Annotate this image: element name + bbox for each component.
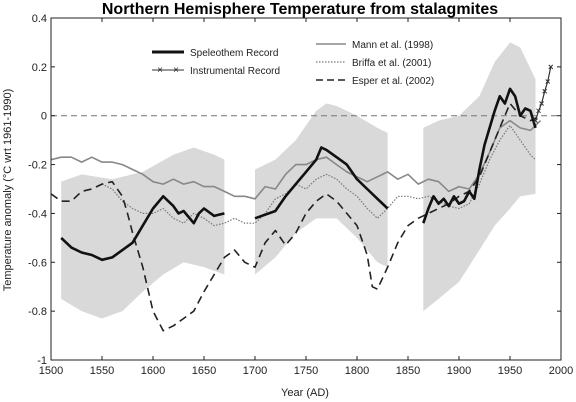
series-line-mann-et-al-1998-3 xyxy=(50,119,542,200)
y-tick-label-2: 0 xyxy=(41,111,47,123)
legend-label-briffa: Briffa et al. (2001) xyxy=(352,58,431,69)
x-tick-label-1800: 1800 xyxy=(345,365,369,377)
instrumental-marker-2 xyxy=(539,101,544,106)
x-tick-label-1700: 1700 xyxy=(243,365,267,377)
legend-marker-instrumental-1: × xyxy=(157,65,163,76)
y-axis-label: Temperature anomaly (°C wrt 1961-1990) xyxy=(2,89,14,292)
x-tick-label-1550: 1550 xyxy=(90,365,114,377)
series-line-instrumental-record-6 xyxy=(534,66,552,121)
instrumental-marker-4 xyxy=(545,79,551,84)
uncertainty-band-1 xyxy=(61,147,225,319)
legend-label-speleothem: Speleothem Record xyxy=(190,48,278,59)
x-tick-label-1500: 1500 xyxy=(39,365,63,377)
instrumental-marker-3 xyxy=(542,88,548,94)
y-tick-label-7: -1 xyxy=(37,355,47,367)
legend-right: Mann et al. (1998) Briffa et al. (2001) … xyxy=(316,40,434,87)
x-axis-ticks: 1500 1550 1600 1650 1700 1750 1800 1850 1900 1950… xyxy=(39,18,573,377)
legend-label-instrumental: Instrumental Record xyxy=(190,66,280,77)
y-tick-label-3: -0.2 xyxy=(28,160,47,172)
series-line-speleothem-record-0 xyxy=(60,195,225,262)
y-tick-label-0: 0.4 xyxy=(32,13,47,25)
instrumental-marker-0 xyxy=(533,118,538,123)
x-tick-label-2000: 2000 xyxy=(549,365,573,377)
x-tick-label-1600: 1600 xyxy=(141,365,165,377)
series-lines xyxy=(50,64,554,332)
y-tick-label-4: -0.4 xyxy=(28,208,47,220)
x-tick-label-1750: 1750 xyxy=(294,365,318,377)
x-tick-label-1850: 1850 xyxy=(396,365,420,377)
series-line-speleothem-record-2 xyxy=(422,87,537,224)
legend-label-esper: Esper et al. (2002) xyxy=(352,76,434,87)
legend-label-mann: Mann et al. (1998) xyxy=(352,40,433,51)
instrumental-marker-5 xyxy=(548,64,554,70)
y-tick-label-6: -0.8 xyxy=(28,306,47,318)
instrumental-marker-1 xyxy=(536,108,541,114)
x-tick-label-1650: 1650 xyxy=(192,365,216,377)
y-axis-ticks: 0.4 0.2 0 -0.2 -0.4 -0.6 -0.8 -1 xyxy=(28,13,561,367)
x-tick-label-1950: 1950 xyxy=(498,365,522,377)
series-line-briffa-et-al-2001-4 xyxy=(101,124,536,227)
x-axis-label: Year (AD) xyxy=(281,387,329,399)
y-tick-label-5: -0.6 xyxy=(28,257,47,269)
chart-title: Northern Hemisphere Temperature from sta… xyxy=(102,1,498,18)
y-tick-label-1: 0.2 xyxy=(32,62,47,74)
legend-left: Speleothem Record × × Instrumental Recor… xyxy=(152,48,280,77)
legend-marker-instrumental-2: × xyxy=(173,65,179,76)
x-tick-label-1900: 1900 xyxy=(447,365,471,377)
uncertainty-band-2 xyxy=(255,103,388,275)
series-line-speleothem-record-1 xyxy=(254,146,389,220)
